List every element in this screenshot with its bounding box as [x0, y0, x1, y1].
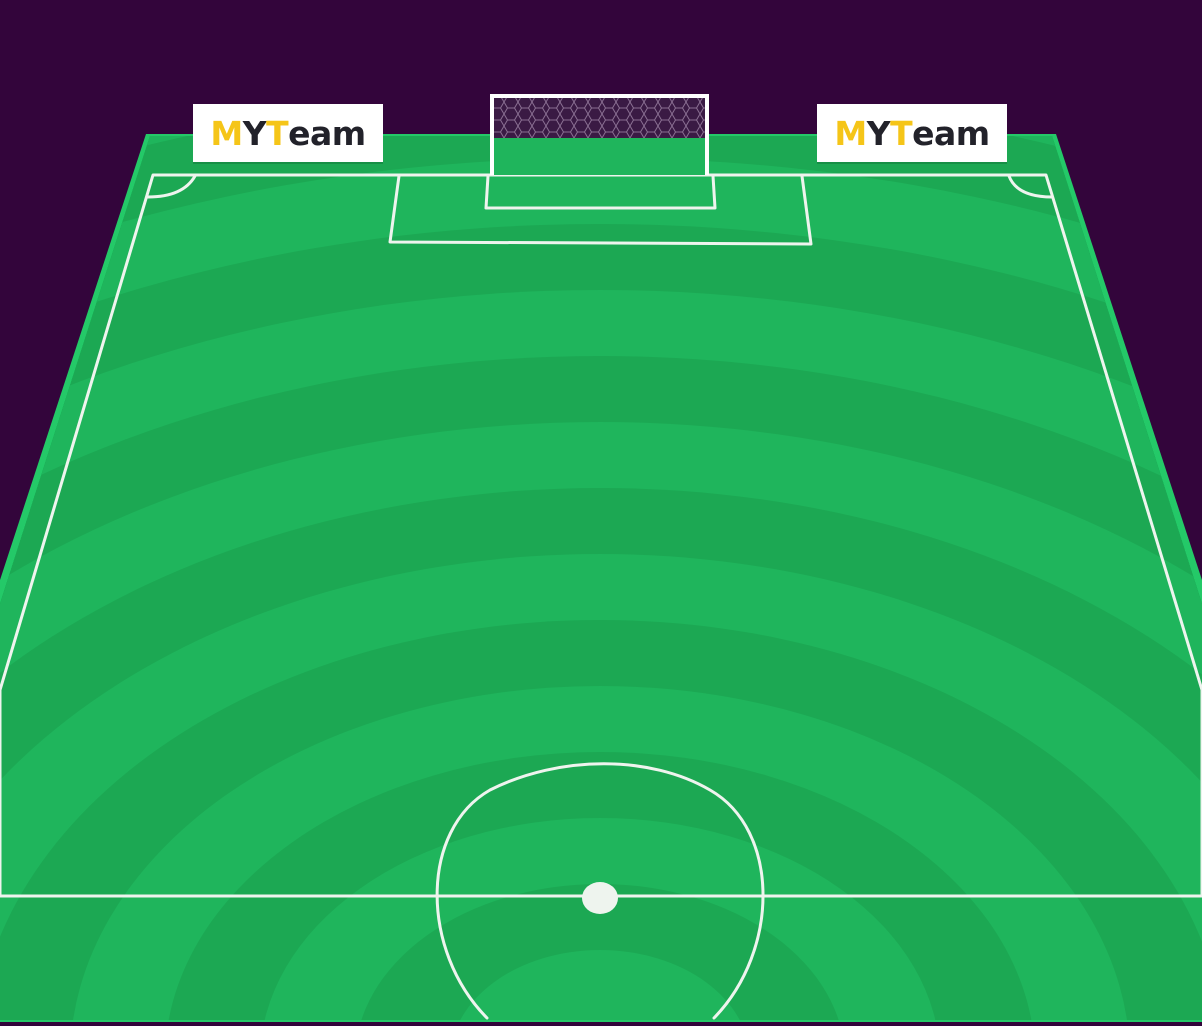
pitch-boundary-line	[0, 173, 1202, 898]
goal-area-line	[484, 174, 717, 210]
goal	[490, 94, 709, 175]
mowing-stripe	[355, 884, 845, 1020]
corner-arc-left	[146, 174, 197, 199]
centre-spot	[582, 882, 618, 914]
goal-net	[492, 96, 707, 138]
board-letters-eam: eam	[288, 113, 366, 153]
corner-arc-right	[1007, 174, 1054, 199]
penalty-area-line	[388, 174, 813, 246]
board-letter-t: T	[890, 113, 913, 153]
board-letter-t: T	[266, 113, 289, 153]
board-letter-m: M	[834, 113, 867, 153]
mowing-stripe	[450, 950, 750, 1020]
centre-circle	[435, 762, 765, 1020]
board-letters-eam: eam	[912, 113, 990, 153]
goal-interior	[492, 138, 707, 175]
board-letter-m: M	[210, 113, 243, 153]
board-letters-y: Y	[866, 113, 891, 153]
board-letters-y: Y	[242, 113, 267, 153]
goal-frame	[490, 94, 709, 175]
